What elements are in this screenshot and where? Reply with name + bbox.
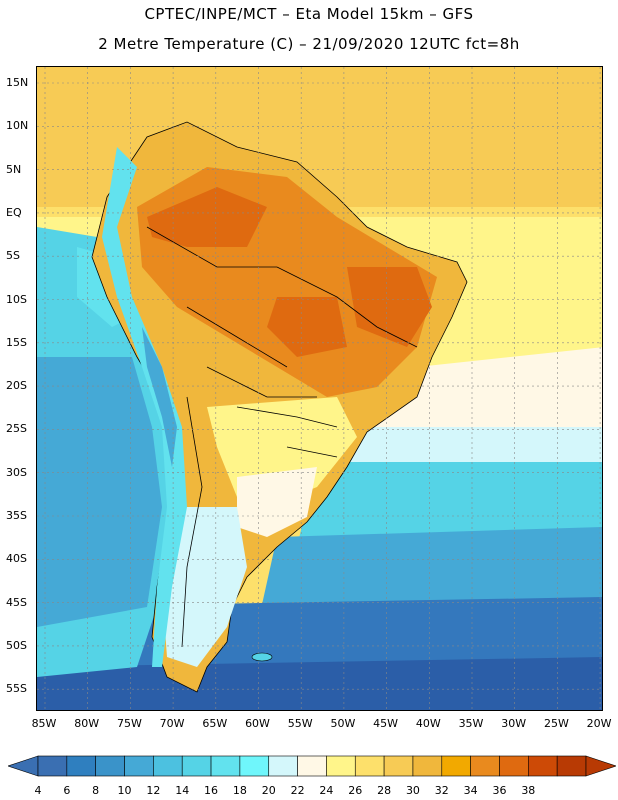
- map-canvas: [37, 67, 602, 710]
- colorbar-swatch: [441, 755, 471, 777]
- colorbar-swatch: [383, 755, 414, 777]
- colorbar-tick-label: 32: [434, 784, 449, 797]
- colorbar-swatch: [239, 755, 270, 777]
- region-extreme-heat-east: [347, 267, 432, 347]
- lon-label: 70W: [159, 717, 185, 730]
- lat-label: 55S: [6, 682, 27, 696]
- colorbar-swatch: [556, 755, 587, 777]
- colorbar-tick-label: 10: [117, 784, 132, 797]
- colorbar-swatch: [124, 755, 154, 777]
- lat-label: 40S: [6, 552, 27, 566]
- colorbar-swatch: [37, 755, 68, 777]
- colorbar-swatch: [499, 755, 529, 777]
- colorbar-tick-label: 22: [290, 784, 305, 797]
- ocean-band-cool-east: [327, 427, 602, 467]
- lat-label: 5S: [6, 249, 20, 263]
- colorbar-swatch: [181, 755, 212, 777]
- lon-label: 60W: [245, 717, 270, 730]
- temperature-map: [36, 66, 603, 711]
- lon-label: 85W: [31, 717, 57, 730]
- lat-label: 5N: [6, 162, 22, 176]
- lon-label: 40W: [415, 717, 441, 730]
- colorbar-swatch: [297, 755, 327, 777]
- colorbar-swatch: [412, 755, 443, 777]
- lon-label: 65W: [202, 717, 228, 730]
- lat-label: 35S: [6, 509, 27, 522]
- colorbar-swatch: [354, 755, 385, 777]
- colorbar-high-arrow: [585, 755, 616, 777]
- lat-label: 15S: [6, 335, 27, 349]
- temperature-colorbar: [8, 755, 616, 777]
- lat-label: 45S: [6, 595, 27, 609]
- colorbar-tick-label: 34: [463, 784, 478, 797]
- colorbar-tick-label: 28: [377, 784, 392, 797]
- country-borders: [146, 226, 418, 648]
- lat-label: EQ: [6, 205, 22, 219]
- colorbar-tick-label: 24: [319, 784, 334, 797]
- colorbar-swatch: [153, 755, 183, 777]
- ocean-band-mid-east: [297, 462, 602, 547]
- colorbar-tick-label: 4: [34, 784, 42, 797]
- lat-label: 15N: [6, 76, 29, 89]
- colorbar-tick-label: 20: [261, 784, 276, 797]
- lon-label: 35W: [458, 717, 484, 730]
- colorbar-swatch: [528, 755, 558, 777]
- lon-label: 50W: [330, 717, 356, 730]
- colorbar-tick-label: 14: [175, 784, 190, 797]
- lon-label: 80W: [74, 717, 100, 730]
- lat-label: 20S: [6, 379, 27, 393]
- ocean-pacific-mid: [37, 357, 162, 627]
- colorbar-tick-label: 12: [146, 784, 161, 797]
- lat-label: 30S: [6, 465, 27, 479]
- lon-label: 75W: [116, 717, 142, 730]
- region-extreme-heat: [147, 187, 267, 247]
- map-title-line2: 2 Metre Temperature (C) – 21/09/2020 12U…: [98, 35, 520, 53]
- region-andes: [102, 147, 187, 667]
- lat-label: 25S: [6, 422, 27, 436]
- lon-label: 55W: [287, 717, 313, 730]
- lon-label: 20W: [586, 717, 612, 730]
- colorbar-tick-label: 38: [521, 784, 536, 797]
- colorbar-swatch: [95, 755, 125, 777]
- lon-label: 30W: [501, 717, 527, 730]
- colorbar-swatch: [268, 755, 298, 777]
- colorbar-tick-label: 26: [348, 784, 363, 797]
- colorbar-swatch: [326, 755, 356, 777]
- colorbar-low-arrow: [8, 755, 39, 777]
- region-andes-high: [142, 327, 177, 467]
- colorbar-swatch: [470, 755, 500, 777]
- region-pampas: [237, 467, 317, 537]
- lon-label: 25W: [543, 717, 569, 730]
- lat-label: 10N: [6, 119, 29, 133]
- colorbar-swatch: [66, 755, 96, 777]
- lon-label: 45W: [373, 717, 399, 730]
- colorbar-tick-label: 6: [63, 784, 71, 797]
- colorbar-tick-label: 8: [92, 784, 100, 797]
- colorbar-tick-label: 18: [232, 784, 247, 797]
- colorbar-tick-label: 36: [492, 784, 507, 797]
- lat-label: 50S: [6, 638, 27, 652]
- region-extreme-heat-central: [267, 297, 347, 357]
- falkland-islands: [251, 652, 273, 662]
- colorbar-tick-label: 16: [204, 784, 219, 797]
- colorbar-swatch: [210, 755, 241, 777]
- lat-label: 10S: [6, 292, 27, 306]
- map-title-line1: CPTEC/INPE/MCT – Eta Model 15km – GFS: [144, 5, 474, 23]
- colorbar-tick-label: 30: [405, 784, 420, 797]
